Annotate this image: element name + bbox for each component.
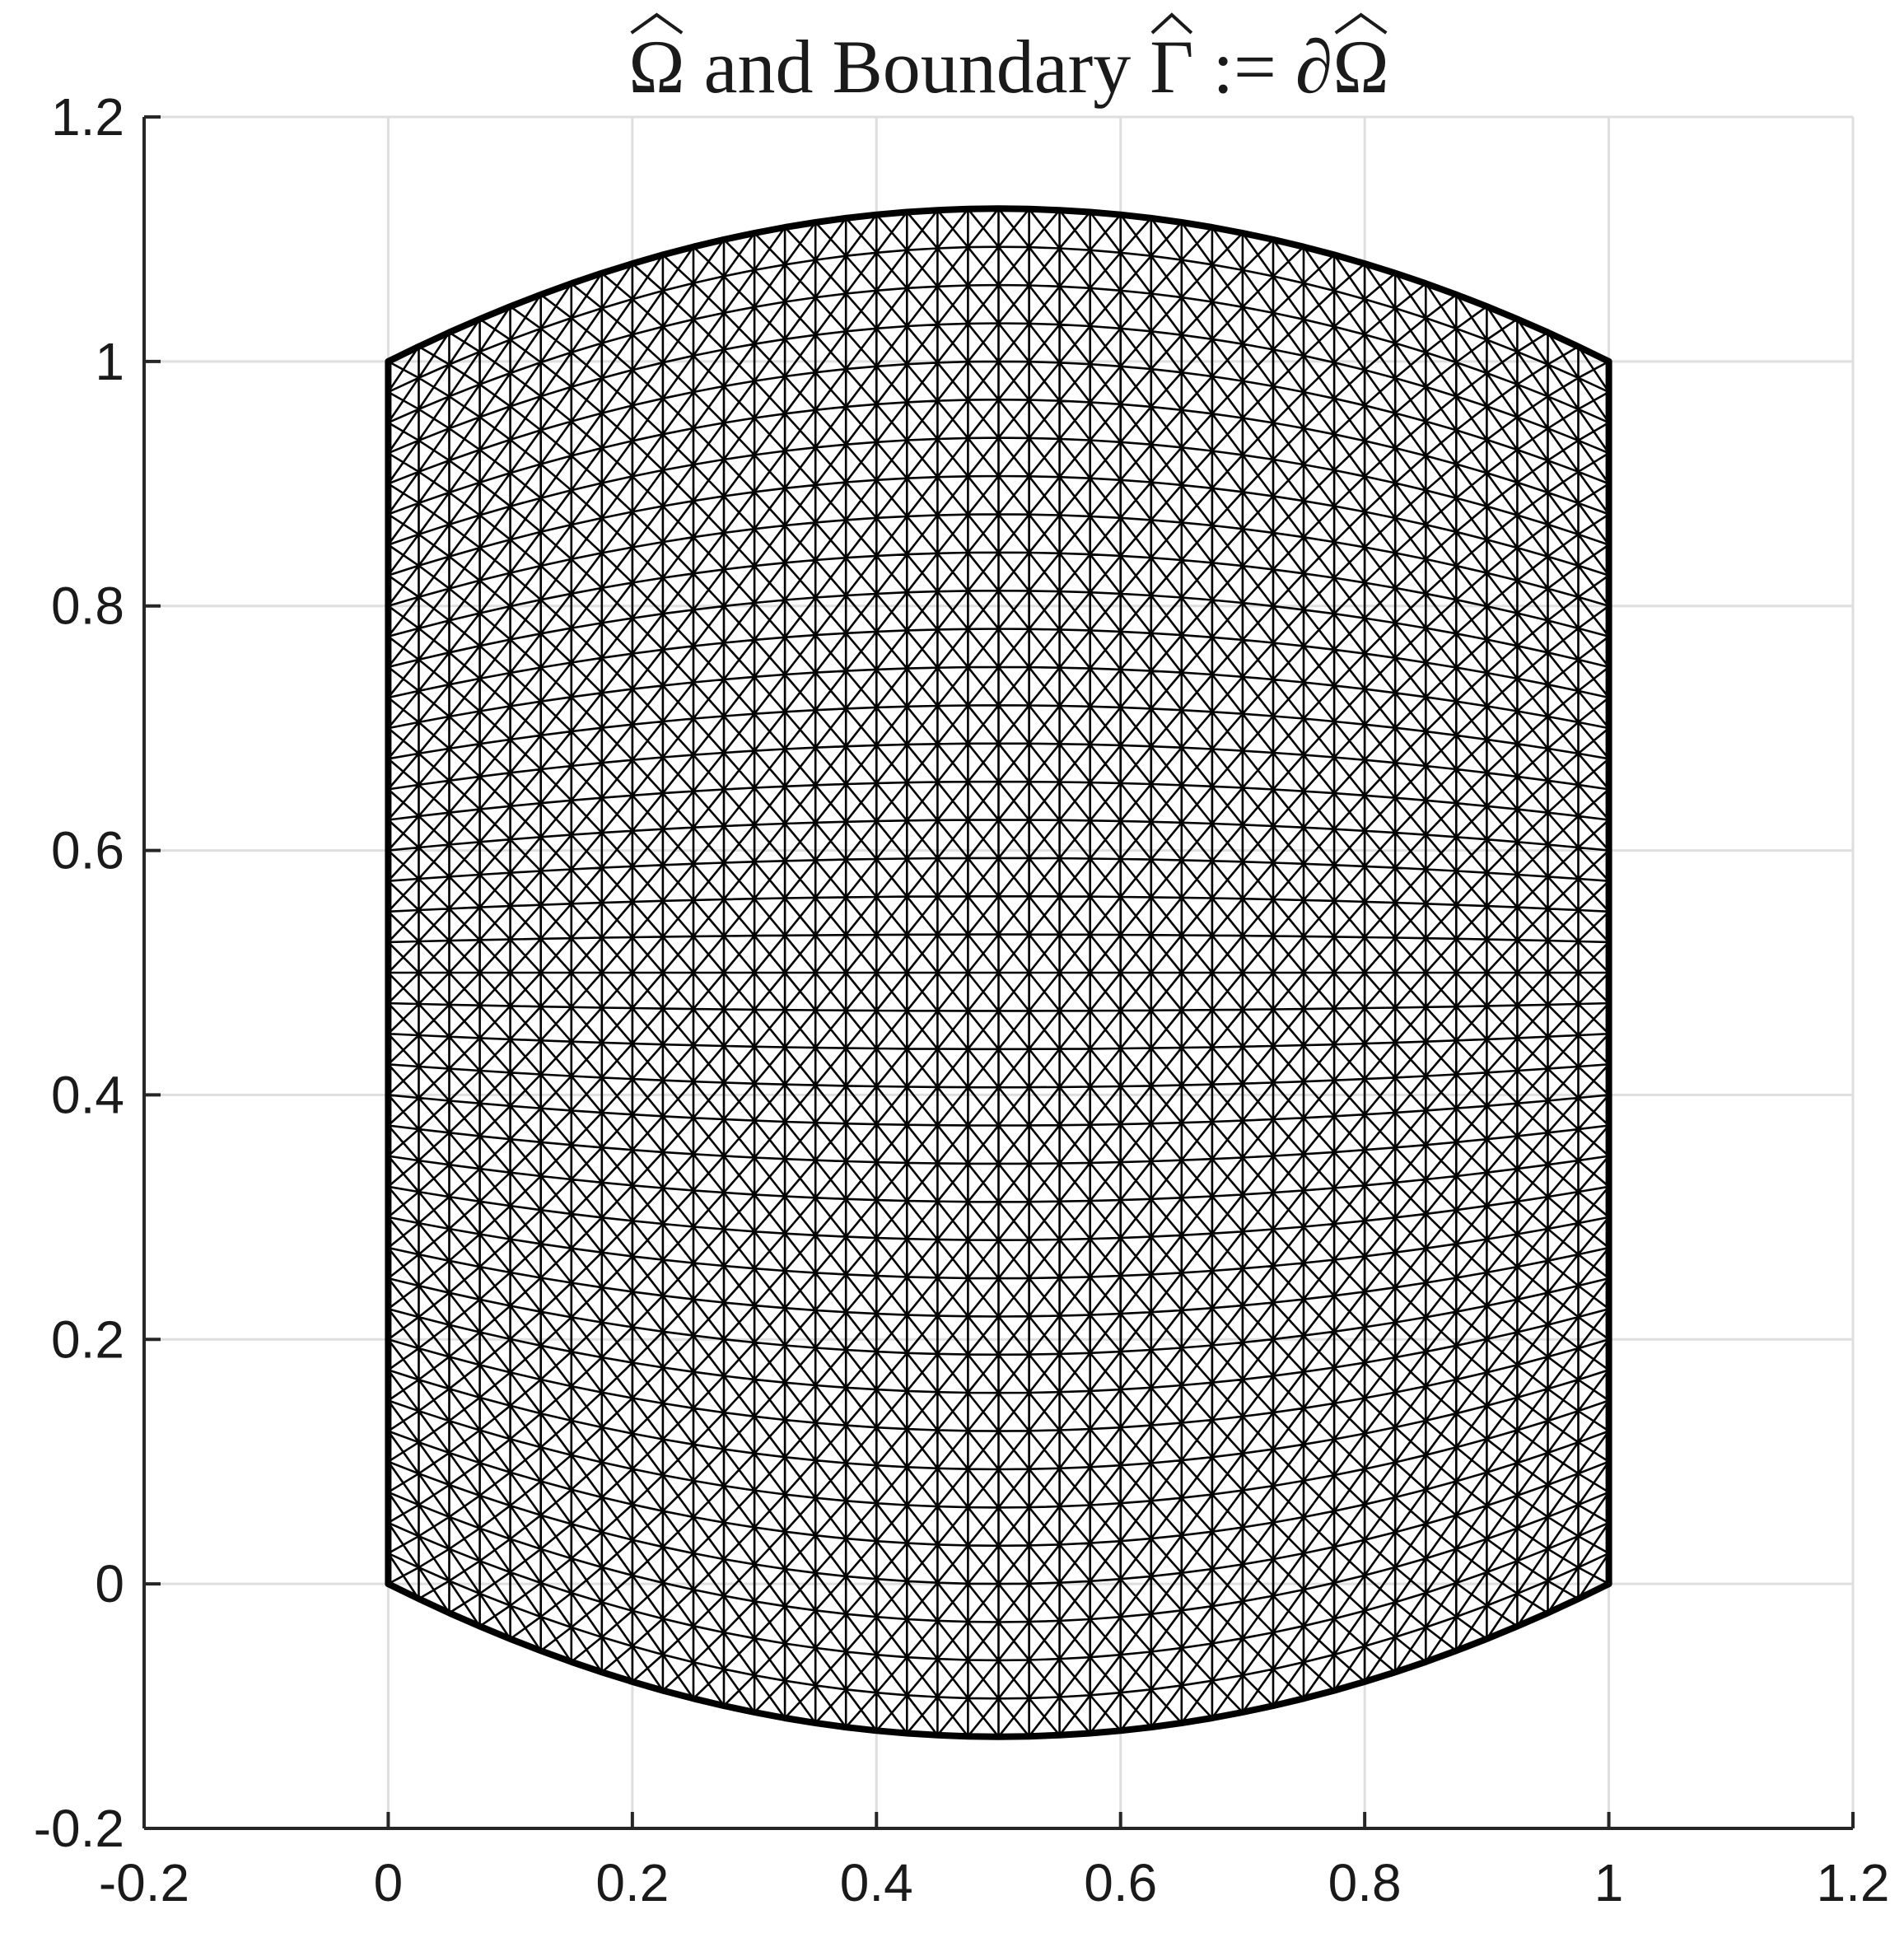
mesh-edges (387, 207, 1610, 1739)
title-hat-accent-0 (630, 12, 684, 35)
y-tick-label-1: 0 (95, 1554, 124, 1613)
y-tick-label-0: -0.2 (34, 1799, 124, 1858)
chart-title: Ω and Boundary Γ := ∂Ω (628, 25, 1389, 109)
y-tick-label-6: 1 (95, 332, 124, 391)
x-tick-label-6: 1 (1594, 1853, 1624, 1912)
title-hat-accent-2 (1334, 12, 1388, 35)
y-tick-label-4: 0.6 (51, 821, 124, 880)
x-tick-label-1: 0 (374, 1853, 404, 1912)
y-tick-label-2: 0.2 (51, 1310, 124, 1369)
x-tick-label-3: 0.4 (840, 1853, 913, 1912)
axes (142, 115, 1855, 1830)
tick-labels: -0.2 0 0.2 0.4 0.6 0.8 1 1.2 -0.2 0 0.2 0.4 0.6 0.8 1 1… (34, 87, 1890, 1912)
x-tick-label-4: 0.6 (1084, 1853, 1157, 1912)
boundary-gamma (385, 205, 1612, 1740)
domain-boundary (385, 205, 1612, 1740)
y-tick-label-3: 0.4 (51, 1065, 124, 1124)
y-tick-label-5: 0.8 (51, 577, 124, 636)
title-hat-accent-1 (1150, 12, 1193, 35)
mesh-triangulation (387, 207, 1610, 1739)
y-tick-label-7: 1.2 (51, 87, 124, 147)
x-tick-label-2: 0.2 (595, 1853, 669, 1912)
x-tick-label-0: -0.2 (99, 1853, 189, 1912)
chart-title-group: Ω and Boundary Γ := ∂Ω (628, 12, 1389, 109)
x-tick-label-7: 1.2 (1817, 1853, 1890, 1912)
x-tick-label-5: 0.8 (1328, 1853, 1402, 1912)
